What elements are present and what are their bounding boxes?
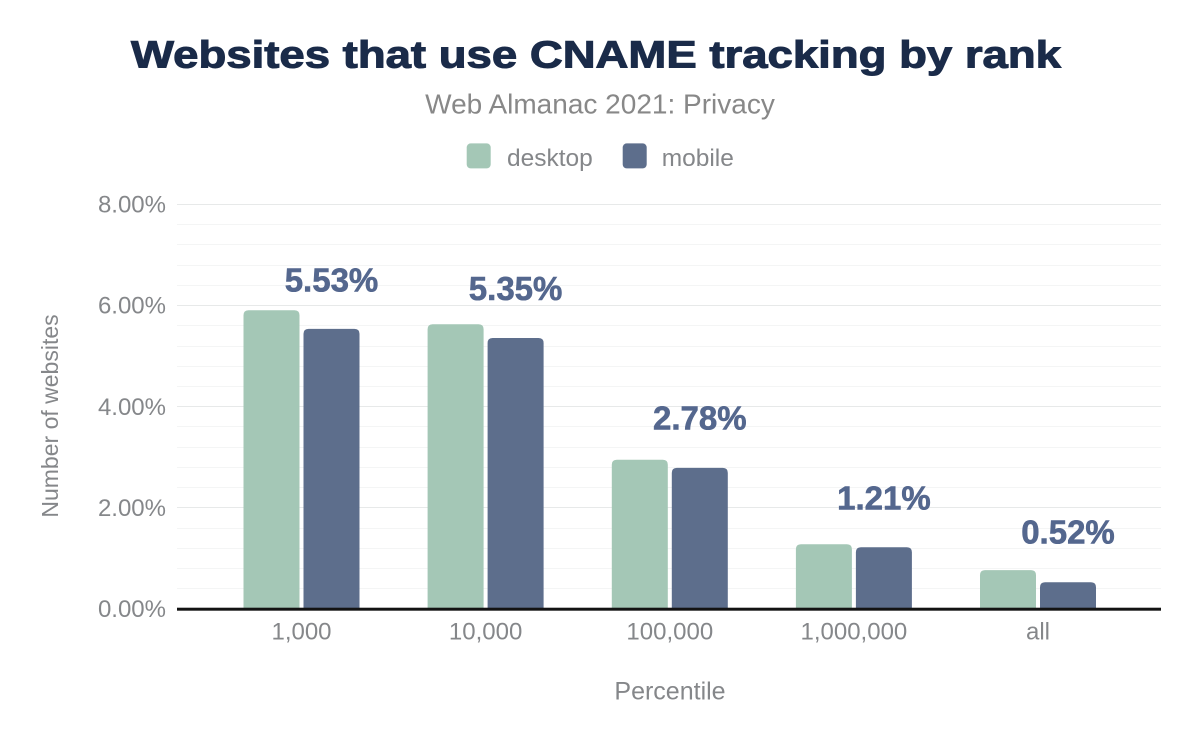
svg-text:0.00%: 0.00% xyxy=(98,596,166,623)
svg-text:8.00%: 8.00% xyxy=(98,192,166,219)
svg-text:100,000: 100,000 xyxy=(626,619,713,646)
svg-text:all: all xyxy=(1026,619,1050,646)
svg-text:mobile: mobile xyxy=(662,145,734,172)
svg-text:6.00%: 6.00% xyxy=(98,293,166,320)
svg-text:1.21%: 1.21% xyxy=(837,480,931,517)
svg-text:0.52%: 0.52% xyxy=(1021,514,1115,551)
svg-text:5.53%: 5.53% xyxy=(285,261,379,298)
svg-text:1,000,000: 1,000,000 xyxy=(801,619,908,646)
svg-text:4.00%: 4.00% xyxy=(98,394,166,421)
svg-text:Percentile: Percentile xyxy=(614,678,725,706)
svg-text:5.35%: 5.35% xyxy=(469,270,563,307)
svg-text:desktop: desktop xyxy=(507,145,593,172)
svg-text:2.78%: 2.78% xyxy=(653,399,747,436)
svg-text:1,000: 1,000 xyxy=(271,619,331,646)
svg-text:10,000: 10,000 xyxy=(449,619,522,646)
svg-text:2.00%: 2.00% xyxy=(98,495,166,522)
svg-text:Websites that use CNAME tracki: Websites that use CNAME tracking by rank xyxy=(131,35,1062,77)
svg-text:Number of websites: Number of websites xyxy=(37,314,63,517)
svg-text:Web Almanac 2021: Privacy: Web Almanac 2021: Privacy xyxy=(425,88,775,119)
